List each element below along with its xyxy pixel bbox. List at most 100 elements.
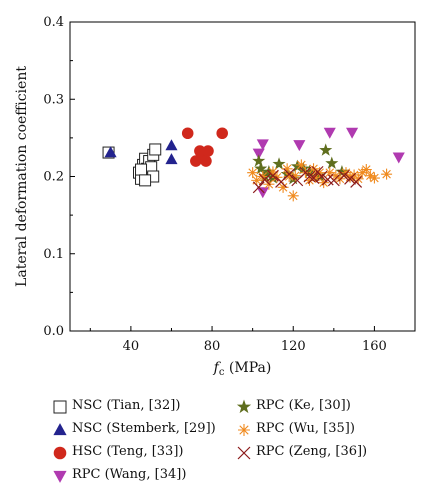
data-point xyxy=(340,167,352,179)
data-point xyxy=(256,139,269,151)
data-point xyxy=(277,181,289,193)
data-point xyxy=(165,153,178,165)
data-point xyxy=(318,177,330,189)
data-point xyxy=(247,167,259,179)
data-point xyxy=(324,167,336,179)
data-point xyxy=(360,164,372,176)
data-point xyxy=(252,181,265,194)
data-point xyxy=(296,161,310,175)
data-point xyxy=(392,152,405,164)
x-axis-label-sub: c xyxy=(219,367,225,378)
data-point xyxy=(356,167,368,179)
legend-marker-shape xyxy=(53,423,67,436)
data-point xyxy=(325,156,339,169)
x-tick-label: 80 xyxy=(204,339,221,354)
data-point xyxy=(165,139,178,151)
data-point xyxy=(352,173,364,185)
data-point xyxy=(256,187,269,199)
data-point xyxy=(295,159,307,171)
data-point xyxy=(319,143,333,156)
data-point xyxy=(258,173,271,186)
data-point xyxy=(338,169,350,182)
data-point xyxy=(149,143,162,156)
legend-marker-shape xyxy=(238,424,250,436)
data-point xyxy=(303,170,316,183)
x-axis-label: fc (MPa) xyxy=(213,360,272,378)
data-point xyxy=(334,173,346,185)
x-tick-label: 120 xyxy=(281,339,306,354)
x-tick-label: 40 xyxy=(123,339,140,354)
y-tick-label: 0.3 xyxy=(43,92,64,107)
legend-marker xyxy=(53,423,67,436)
series-1 xyxy=(102,143,162,187)
data-point xyxy=(310,171,322,183)
data-point xyxy=(267,166,279,178)
legend-marker xyxy=(237,446,251,460)
data-point xyxy=(381,168,393,180)
data-point xyxy=(302,164,317,178)
legend-label: RPC (Wang, [34]) xyxy=(72,467,187,482)
data-point xyxy=(364,170,376,182)
legend-label: RPC (Ke, [30]) xyxy=(256,398,351,413)
data-point xyxy=(308,163,320,175)
data-point xyxy=(283,171,295,182)
data-point xyxy=(257,171,269,182)
series-7 xyxy=(252,165,363,194)
data-point xyxy=(135,163,148,176)
data-point xyxy=(216,127,228,140)
data-point xyxy=(139,174,152,187)
data-point xyxy=(350,175,363,188)
x-axis-label-unit: (MPa) xyxy=(224,360,271,376)
y-tick-label: 0.4 xyxy=(43,15,64,30)
legend-label: RPC (Wu, [35]) xyxy=(256,421,355,436)
data-point xyxy=(335,164,349,178)
data-point xyxy=(272,157,286,170)
legend-label: NSC (Stemberk, [29]) xyxy=(72,421,216,436)
data-point xyxy=(104,146,117,158)
legend-marker xyxy=(236,399,252,414)
scatter-plot: 40 80 120 160 0.0 0.1 0.2 0.3 0.4 Lateral deform… xyxy=(14,15,416,378)
data-point xyxy=(258,169,272,183)
legend-marker-shape xyxy=(53,400,67,414)
x-axis-label-main: f xyxy=(213,360,222,376)
legend-marker-shape xyxy=(237,446,251,460)
legend-marker-shape xyxy=(53,470,67,483)
data-point xyxy=(346,127,359,139)
data-point xyxy=(303,174,315,186)
data-point xyxy=(290,159,304,173)
legend-marker xyxy=(53,446,67,460)
series-2 xyxy=(104,139,178,165)
data-point xyxy=(330,170,342,182)
data-marks xyxy=(102,127,405,202)
legend-marker xyxy=(53,470,67,483)
data-point xyxy=(252,148,265,160)
y-tick-label: 0.0 xyxy=(43,324,64,339)
data-point xyxy=(315,170,328,183)
data-point xyxy=(323,127,336,139)
data-point xyxy=(267,169,279,182)
data-point xyxy=(287,190,299,202)
data-point xyxy=(252,154,266,167)
data-point xyxy=(289,170,301,182)
legend-marker-shape xyxy=(53,446,67,460)
data-point xyxy=(200,155,212,167)
legend-label: RPC (Zeng, [36]) xyxy=(256,444,368,459)
data-point xyxy=(251,174,263,186)
data-point xyxy=(293,140,306,152)
data-point xyxy=(202,145,214,157)
data-point xyxy=(181,127,194,140)
data-point xyxy=(344,171,356,183)
legend-marker-shape xyxy=(236,399,252,414)
data-point xyxy=(314,167,326,179)
legend-marker xyxy=(53,400,67,414)
data-point xyxy=(344,172,356,185)
x-tick-label: 160 xyxy=(362,339,387,354)
y-tick-label: 0.2 xyxy=(43,170,64,185)
legend-marker xyxy=(238,424,250,436)
series-3 xyxy=(181,127,228,167)
data-point xyxy=(283,168,296,181)
series-4 xyxy=(252,127,405,199)
y-tick-label: 0.1 xyxy=(43,247,64,262)
data-point xyxy=(281,163,293,175)
data-point xyxy=(254,161,268,175)
